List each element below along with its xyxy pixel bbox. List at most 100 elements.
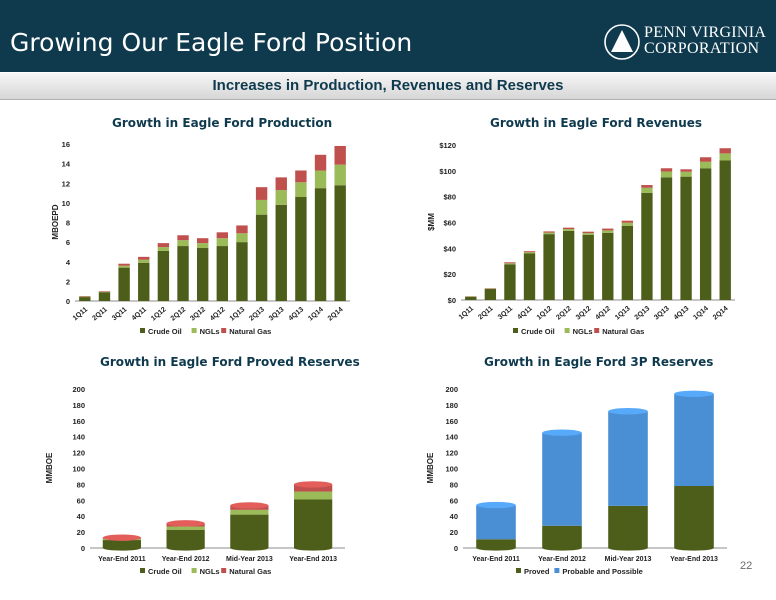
bar-segment-ngls — [230, 509, 269, 515]
bar-segment-ngls — [196, 243, 209, 249]
bar-segment-natural-gas — [602, 228, 614, 231]
x-tick-label: 3Q13 — [268, 306, 286, 322]
bar-segment-crude-oil — [699, 168, 712, 300]
bar-segment-ngls — [680, 171, 692, 177]
x-tick-label: Year-End 2013 — [670, 556, 718, 563]
bar-segment-crude-oil — [641, 192, 653, 300]
legend-label: Proved — [524, 567, 550, 576]
y-tick-label: 120 — [72, 449, 85, 458]
bar-segment-natural-gas — [314, 154, 327, 171]
bar-segment-ngls — [523, 252, 536, 254]
y-tick-label: 20 — [450, 528, 458, 537]
bar-segment-ngls — [275, 190, 287, 205]
y-tick-label: 60 — [77, 496, 85, 505]
legend-label: Crude Oil — [521, 327, 555, 336]
bar-segment-crude-oil — [118, 267, 130, 301]
y-tick-label: 140 — [445, 433, 458, 442]
y-tick-label: $120 — [439, 141, 456, 150]
bar-segment-natural-gas — [719, 148, 731, 154]
x-tick-label: 2Q12 — [555, 305, 573, 321]
bar-segment-ngls — [621, 222, 634, 226]
bar-segment-ngls — [699, 161, 712, 169]
x-tick-label: 3Q11 — [111, 306, 128, 322]
bar-segment-natural-gas — [504, 262, 516, 264]
bar-segment-crude-oil — [138, 262, 150, 301]
bar-segment-probable-and-possible — [476, 505, 516, 540]
subtitle-bar: Increases in Production, Revenues and Re… — [0, 73, 776, 100]
bar-segment-proved — [608, 505, 648, 548]
legend-swatch-ngls — [191, 328, 197, 333]
bar-base — [230, 545, 269, 551]
bar-segment-crude-oil — [294, 499, 333, 548]
bar-segment-crude-oil — [98, 292, 111, 301]
bar-segment-natural-gas — [660, 168, 673, 172]
x-tick-label: 2Q13 — [248, 306, 266, 322]
bar-segment-crude-oil — [177, 246, 189, 301]
bar-segment-natural-gas — [523, 251, 536, 253]
bar-base — [608, 545, 648, 551]
y-tick-label: $20 — [443, 270, 456, 279]
y-tick-label: 6 — [66, 238, 70, 247]
bar-cap — [542, 429, 582, 436]
bar-segment-crude-oil — [275, 204, 287, 301]
bar-cap — [674, 390, 714, 397]
bar-segment-crude-oil — [562, 230, 575, 300]
legend-label: Natural Gas — [229, 567, 271, 576]
bar-segment-natural-gas — [236, 225, 248, 234]
y-tick-label: 120 — [445, 449, 458, 458]
x-tick-label: Year-End 2013 — [289, 556, 337, 563]
bar-segment-natural-gas — [680, 169, 692, 172]
y-tick-label: 8 — [66, 219, 70, 228]
y-tick-label: 100 — [445, 465, 458, 474]
legend-swatch-natural-gas — [594, 328, 600, 333]
y-tick-label: 4 — [66, 258, 71, 267]
bar-segment-crude-oil — [314, 188, 327, 301]
x-tick-label: 2Q14 — [712, 305, 730, 321]
x-tick-label: 1Q14 — [307, 306, 325, 322]
x-tick-label: 4Q12 — [594, 305, 612, 321]
bar-segment-natural-gas — [138, 256, 150, 260]
legend-swatch-natural-gas — [221, 328, 227, 333]
y-tick-label: $60 — [443, 219, 456, 228]
legend-swatch-crude-oil — [140, 568, 145, 573]
x-tick-label: 4Q11 — [516, 305, 533, 321]
legend-swatch-probable-and-possible — [554, 568, 560, 573]
y-tick-label: $0 — [448, 296, 456, 305]
bar-segment-crude-oil — [295, 196, 307, 301]
company-logo-text: PENN VIRGINIA CORPORATION — [644, 25, 766, 57]
bar-segment-probable-and-possible — [542, 432, 582, 526]
x-tick-label: 4Q12 — [209, 306, 227, 322]
bar-segment-ngls — [660, 171, 673, 178]
bar-segment-natural-gas — [216, 232, 229, 239]
bar-segment-ngls — [255, 199, 268, 215]
bar-segment-crude-oil — [504, 264, 516, 300]
x-tick-label: 1Q14 — [692, 305, 710, 321]
bar-base — [166, 545, 205, 551]
y-tick-label: 10 — [62, 199, 70, 208]
bar-segment-natural-gas — [334, 145, 346, 165]
bar-segment-crude-oil — [523, 253, 536, 300]
bar-segment-proved — [476, 539, 516, 548]
bar-segment-ngls — [543, 232, 555, 235]
x-tick-label: 2Q11 — [91, 306, 108, 322]
y-tick-label: 160 — [72, 417, 85, 426]
x-tick-label: 3Q12 — [189, 306, 207, 322]
y-tick-label: 140 — [72, 433, 85, 442]
proved-reserves-chart-title: Growth in Eagle Ford Proved Reserves — [100, 355, 360, 369]
y-tick-label: 0 — [454, 544, 458, 553]
legend-swatch-proved — [516, 568, 521, 573]
bar-cap — [476, 501, 516, 509]
bar-segment-ngls — [641, 187, 653, 193]
bar-cap — [166, 520, 205, 527]
legend-label: Probable and Possible — [562, 567, 642, 576]
y-axis-label: MMBOE — [45, 452, 54, 483]
bar-segment-crude-oil — [582, 234, 594, 300]
revenues-chart-title: Growth in Eagle Ford Revenues — [490, 116, 703, 130]
bar-cap — [230, 502, 269, 509]
bar-base — [542, 545, 582, 551]
bar-segment-natural-gas — [196, 238, 209, 244]
bar-segment-ngls — [719, 153, 731, 161]
legend-label: Crude Oil — [148, 327, 182, 336]
y-tick-label: $80 — [443, 193, 456, 202]
bar-segment-crude-oil — [157, 250, 170, 301]
